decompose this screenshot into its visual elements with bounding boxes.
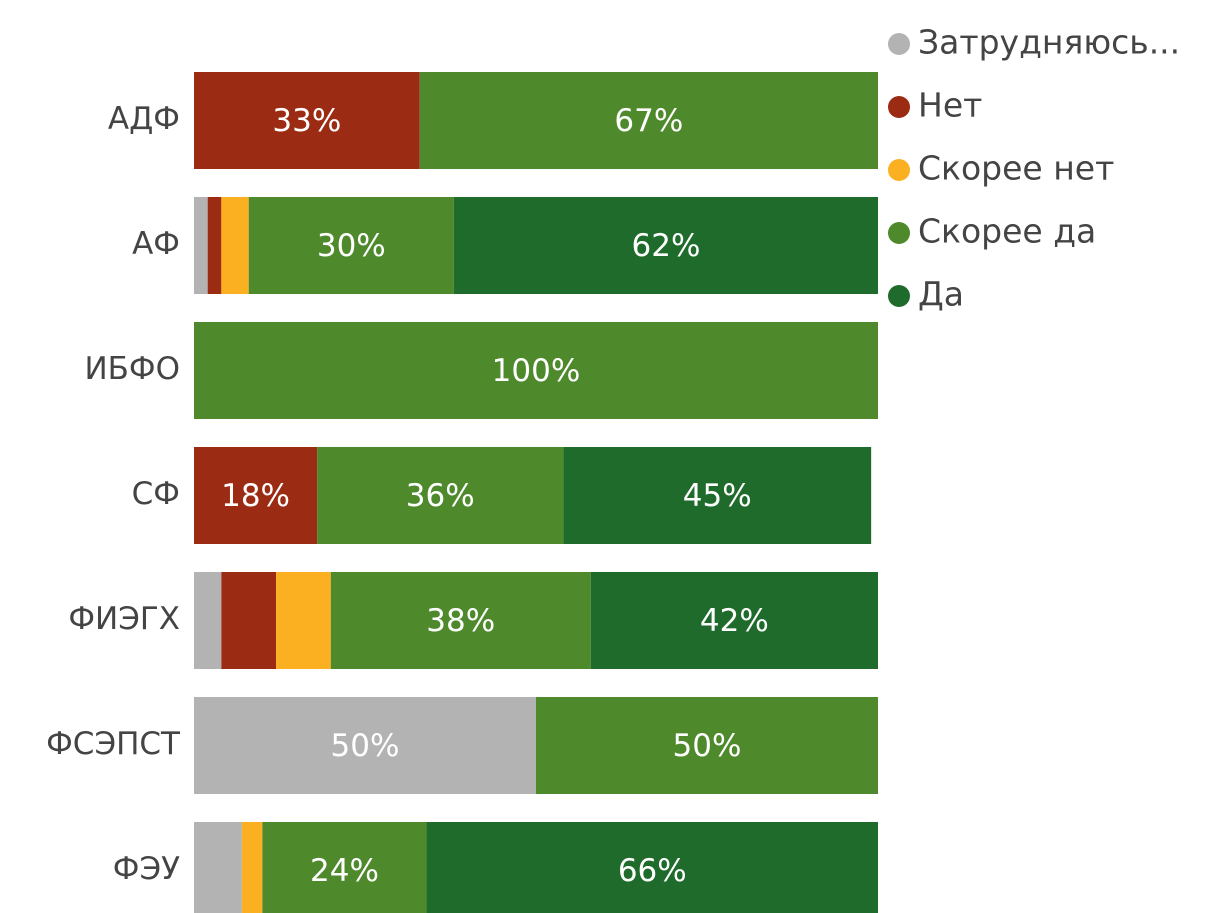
bar-segment [330,572,591,669]
data-label: 67% [614,103,683,139]
bar-segment [563,447,872,544]
data-label: 66% [618,853,687,889]
category-label: АДФ [108,101,180,137]
data-label: 33% [272,103,341,139]
bar-segment [426,822,878,913]
legend-label: Затрудняюсь... [918,23,1180,62]
legend-marker [888,159,910,181]
bar-segment [194,72,420,169]
bar-segment [590,572,878,669]
bar-segment [194,822,242,913]
category-label: ФСЭПСТ [46,726,181,762]
legend-marker [888,285,910,307]
bar-segment [194,697,536,794]
bar-segment [536,697,878,794]
legend-label: Скорее нет [918,149,1114,188]
category-label: АФ [132,226,180,262]
bar-segment [241,822,263,913]
data-label: 38% [426,603,495,639]
data-label: 62% [632,228,701,264]
category-label: ИБФО [84,351,180,387]
data-label: 24% [310,853,379,889]
bar-segment [194,447,318,544]
bar-segment [221,572,277,669]
category-label: ФЭУ [113,851,180,887]
legend-label: Да [918,275,964,314]
bar-segment [419,72,878,169]
data-label: 45% [683,478,752,514]
data-label: 36% [406,478,475,514]
data-label: 42% [700,603,769,639]
legend-label: Скорее да [918,212,1096,251]
bar-segment [194,322,878,419]
data-label: 30% [317,228,386,264]
data-label: 18% [221,478,290,514]
bar-segment [194,572,222,669]
bar-segment [453,197,878,294]
legend-label: Нет [918,86,982,125]
bar-segment [194,197,208,294]
data-label: 100% [492,353,581,389]
bar-segment [317,447,564,544]
category-label: СФ [132,476,180,512]
category-label: ФИЭГХ [68,601,180,637]
data-label: 50% [673,728,742,764]
bar-segment [207,197,222,294]
bar-segment [248,197,454,294]
bar-segment [221,197,249,294]
bar-segment [276,572,331,669]
legend-marker [888,96,910,118]
bar-segment [262,822,427,913]
data-label: 50% [331,728,400,764]
legend-marker [888,33,910,55]
legend-marker [888,222,910,244]
